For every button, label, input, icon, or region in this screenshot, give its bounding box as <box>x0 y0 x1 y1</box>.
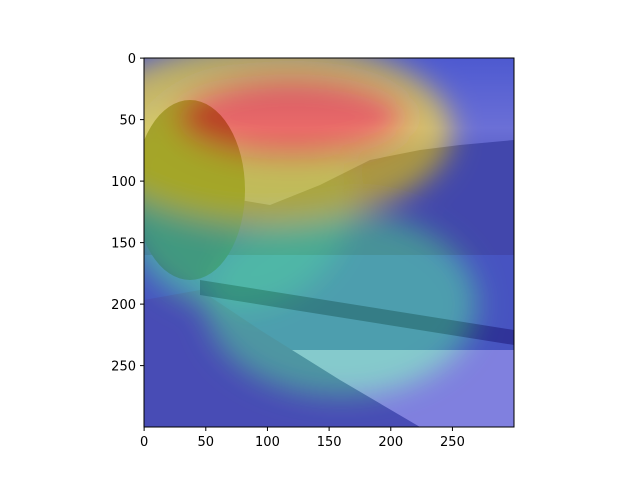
x-tick-label: 50 <box>198 435 215 450</box>
y-tick-label: 0 <box>128 52 136 67</box>
y-tick-label: 200 <box>111 298 136 313</box>
x-axis: 0 50 100 150 200 250 <box>140 427 465 450</box>
x-tick-label: 100 <box>255 435 280 450</box>
x-tick-label: 250 <box>440 435 465 450</box>
y-axis: 0 50 100 150 200 250 <box>111 52 144 375</box>
x-tick-label: 150 <box>317 435 342 450</box>
y-tick-label: 50 <box>119 114 136 129</box>
heatmap-blobs <box>144 58 477 397</box>
plot-area <box>144 58 514 427</box>
y-tick-label: 250 <box>111 360 136 375</box>
y-tick-label: 150 <box>111 237 136 252</box>
x-tick-label: 200 <box>378 435 403 450</box>
y-tick-label: 100 <box>111 175 136 190</box>
heatmap-overlay <box>144 58 514 427</box>
x-tick-label: 0 <box>140 435 148 450</box>
heatmap-peak <box>174 73 410 161</box>
